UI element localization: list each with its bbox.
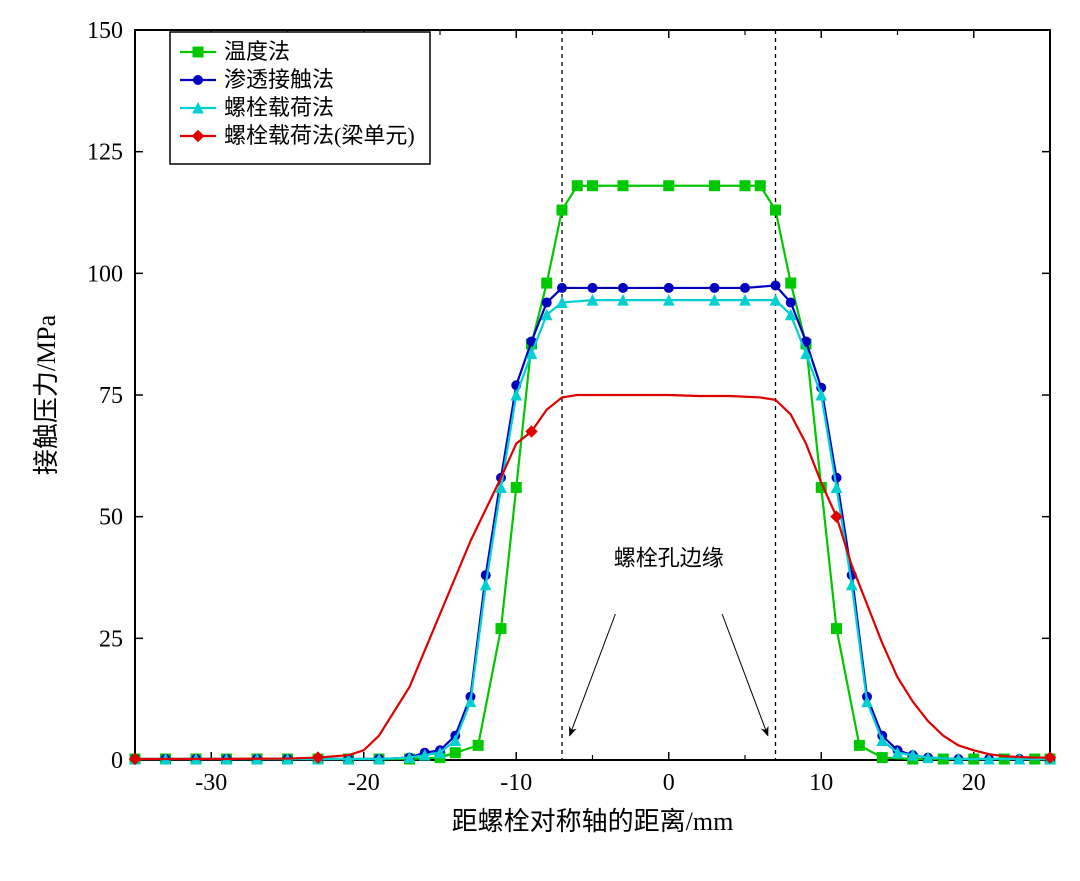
legend-item-label: 螺栓载荷法(梁单元) <box>224 123 415 148</box>
x-tick-label: -10 <box>500 770 532 796</box>
y-tick-label: 25 <box>99 626 123 652</box>
y-tick-label: 0 <box>111 748 123 774</box>
x-tick-label: -20 <box>348 770 380 796</box>
x-tick-label: 20 <box>962 770 986 796</box>
annotation-label: 螺栓孔边缘 <box>614 545 724 570</box>
x-tick-label: 10 <box>809 770 833 796</box>
chart-container: -30 -20 -10 0 10 20 0 25 50 75 100 125 150 距螺栓对称轴的距离/… <box>0 0 1080 881</box>
y-tick-label: 150 <box>87 18 123 44</box>
y-axis-label: 接触压力/MPa <box>32 314 61 475</box>
line-chart: -30 -20 -10 0 10 20 0 25 50 75 100 125 150 距螺栓对称轴的距离/… <box>0 0 1080 881</box>
x-tick-label: 0 <box>663 770 675 796</box>
legend-item-label: 螺栓载荷法 <box>224 95 334 120</box>
x-tick-label: -30 <box>195 770 227 796</box>
y-tick-label: 50 <box>99 505 123 531</box>
y-tick-label: 75 <box>99 383 123 409</box>
x-axis-label: 距螺栓对称轴的距离/mm <box>452 807 734 836</box>
legend-item-label: 渗透接触法 <box>224 67 334 92</box>
legend-item-label: 温度法 <box>224 39 290 64</box>
y-tick-label: 125 <box>87 140 123 166</box>
y-tick-label: 100 <box>87 261 123 287</box>
